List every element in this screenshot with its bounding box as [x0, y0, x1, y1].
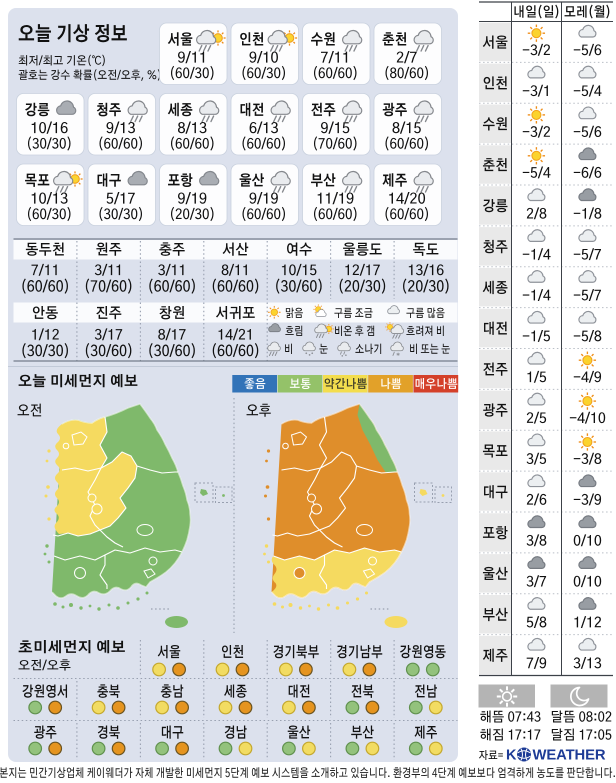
- svg-text:WEATHER: WEATHER: [533, 748, 606, 764]
- svg-text:K: K: [506, 748, 517, 764]
